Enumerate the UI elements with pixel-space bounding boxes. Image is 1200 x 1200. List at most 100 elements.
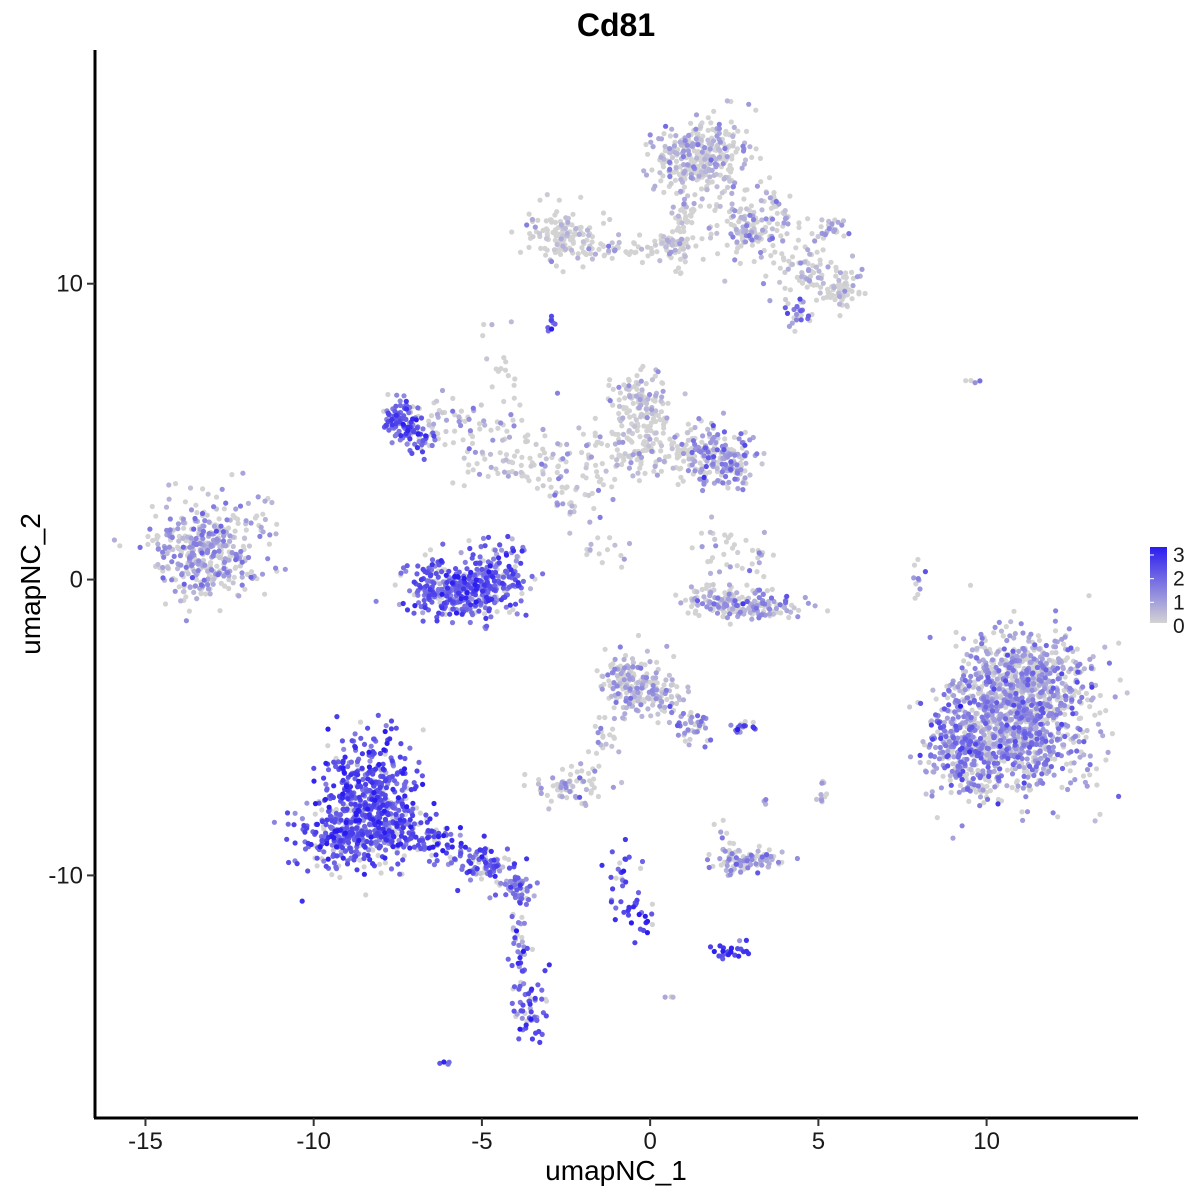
cell-point (1024, 756, 1030, 762)
cell-point (493, 466, 499, 472)
cell-point (621, 656, 627, 663)
cell-point (814, 796, 820, 803)
cell-point (696, 173, 702, 179)
cell-point (598, 476, 604, 483)
cell-point (681, 148, 687, 154)
cell-point (771, 204, 777, 210)
cell-point (633, 249, 639, 255)
cell-point (544, 231, 550, 237)
cell-point (623, 698, 629, 704)
cell-point (604, 442, 611, 448)
cell-point (623, 705, 630, 711)
cell-point (189, 562, 195, 568)
cell-point (259, 571, 266, 577)
cell-point (934, 815, 940, 821)
cell-point (202, 518, 208, 524)
cell-point (650, 144, 656, 150)
cell-point (610, 784, 617, 790)
cell-point (233, 557, 239, 563)
cell-point (1024, 809, 1031, 815)
cell-point (209, 567, 215, 573)
cell-point (647, 436, 653, 442)
cell-point (669, 155, 676, 161)
cell-point (767, 298, 773, 304)
cell-point (941, 719, 948, 726)
cell-point (784, 608, 790, 614)
cell-point (998, 737, 1004, 744)
cell-point (611, 715, 618, 722)
cell-point (407, 588, 413, 594)
cell-point (716, 121, 722, 127)
cell-point (171, 553, 177, 560)
cell-point (616, 397, 622, 403)
cell-point (614, 683, 620, 689)
cell-point (859, 266, 865, 272)
cell-point (953, 629, 959, 636)
cell-point (643, 406, 649, 412)
cell-point (693, 126, 699, 132)
cell-point (724, 242, 730, 248)
cell-point (907, 754, 914, 760)
cell-point (558, 222, 564, 228)
cell-point (185, 571, 191, 577)
cell-point (657, 170, 663, 176)
cell-point (730, 606, 736, 612)
cell-point (629, 656, 636, 662)
cell-point (392, 582, 398, 588)
cell-point (1052, 618, 1058, 624)
cell-point (236, 593, 242, 599)
cell-point (957, 782, 964, 789)
cell-point (775, 859, 782, 865)
cell-point (612, 542, 618, 548)
cell-point (697, 203, 704, 209)
cell-point (833, 268, 840, 274)
cell-point (698, 718, 704, 725)
cell-point (641, 439, 647, 445)
cell-point (524, 222, 530, 228)
cell-point (936, 756, 943, 762)
cell-point (653, 436, 659, 442)
cell-point (1016, 763, 1022, 770)
cell-point (961, 658, 967, 664)
cell-point (584, 442, 590, 449)
cell-point (606, 248, 612, 254)
cell-point (789, 254, 796, 260)
cell-point (756, 550, 762, 556)
cell-point (685, 689, 692, 695)
cell-point (605, 672, 611, 678)
cell-point (1093, 766, 1100, 772)
cell-point (669, 709, 675, 716)
cell-point (694, 131, 700, 137)
cell-point (757, 155, 764, 161)
cell-point (840, 218, 847, 224)
cell-point (664, 415, 670, 421)
cell-point (506, 856, 512, 863)
cell-point (592, 723, 598, 729)
cell-point (622, 711, 628, 717)
cell-point (481, 321, 487, 328)
cell-point (160, 549, 166, 555)
cell-point (255, 494, 261, 500)
cell-point (377, 861, 383, 867)
cell-point (1106, 660, 1112, 666)
cell-point (782, 269, 788, 275)
cell-point (1056, 659, 1062, 666)
cell-point (1095, 721, 1101, 727)
cell-point (710, 582, 716, 588)
cell-point (1059, 784, 1065, 791)
cell-point (615, 691, 621, 697)
cell-point (172, 481, 179, 487)
cell-point (593, 462, 599, 468)
cell-point (720, 480, 726, 486)
cell-point (678, 176, 684, 182)
cell-point (1033, 764, 1039, 770)
cell-point (1052, 638, 1058, 644)
cell-point (950, 761, 956, 767)
cell-point (482, 422, 488, 428)
cell-point (632, 383, 638, 390)
cell-point (752, 598, 758, 604)
cell-point (180, 589, 187, 595)
cell-point (613, 875, 619, 881)
cell-point (628, 460, 634, 466)
cell-point (558, 236, 564, 242)
